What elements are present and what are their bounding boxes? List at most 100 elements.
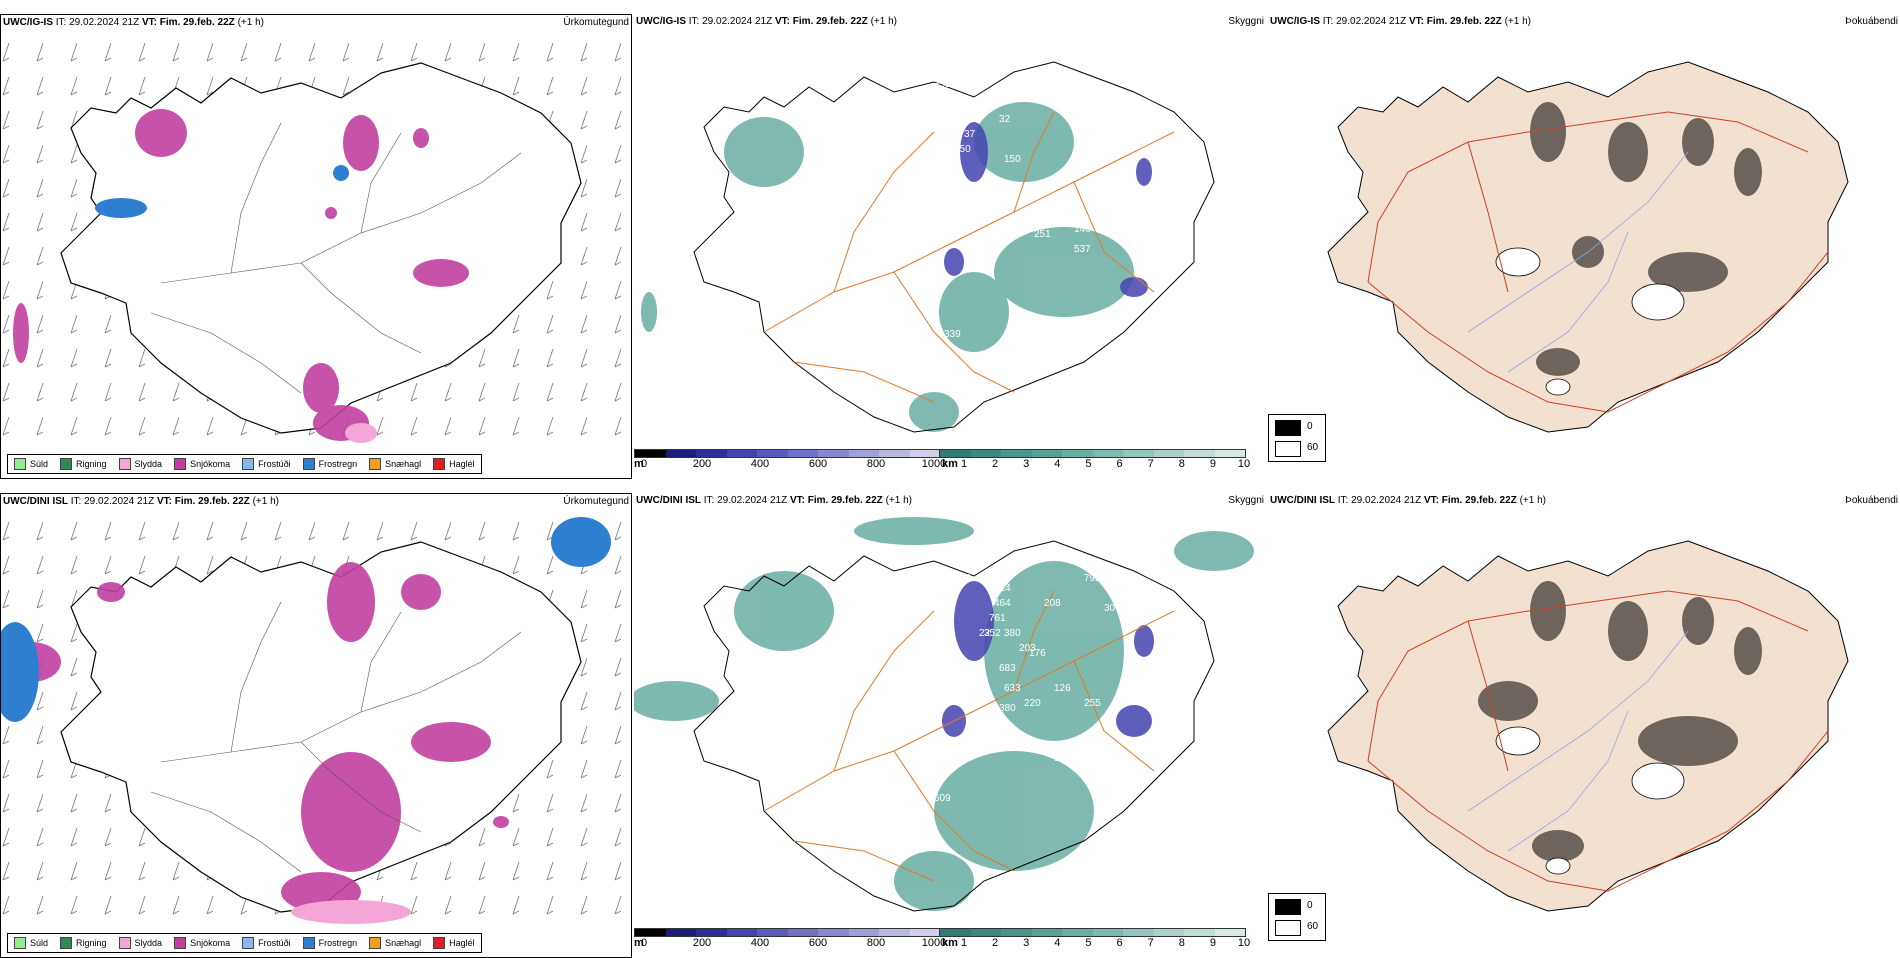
wind-barb-icon [614,246,622,266]
cloud-base-label: 22 [979,628,991,639]
tick-label: 200 [692,937,712,949]
wind-barb-icon [580,110,588,130]
legend-item: Snæhagl [369,937,421,949]
wind-barb-icon [70,144,78,164]
tick-label: 400 [750,937,770,949]
tick-label: 2 [992,937,999,949]
wind-barb-icon [512,382,520,402]
cloud-base-label: 255 [1084,698,1101,709]
wind-barb-icon [546,314,554,334]
wind-barb-icon [614,793,622,813]
wind-barb-icon [36,521,44,541]
tick-label: 9 [1209,458,1216,470]
cloud-base-label: 47 [924,773,936,784]
tick-label: 3 [1023,458,1030,470]
legend-item: Rigning [60,458,107,470]
legend-swatch [242,458,255,470]
cloud-base-label: 203 [1019,643,1036,654]
cloud-base-label: 30 [1104,603,1116,614]
fog-legend-label: 60 [1307,921,1319,932]
cloud-base-label: 328 [934,593,951,604]
wind-barb-icon [342,76,350,96]
wind-barb-icon [614,280,622,300]
wind-barb-icon [580,827,588,847]
wind-barb-icon [70,212,78,232]
wind-barb-icon [410,42,418,62]
wind-barb-icon [36,623,44,643]
tick-label: 0 [640,458,648,470]
tick-label: 4 [1054,458,1061,470]
wind-barb-icon [36,589,44,609]
wind-barb-icon [580,416,588,436]
wind-barb-icon [36,144,44,164]
wind-barb-icon [36,861,44,881]
wind-barb-icon [36,793,44,813]
m-unit: m [634,458,644,470]
wind-barb-icon [410,861,418,881]
colorbar-segment [940,929,971,936]
wind-barb-icon [36,280,44,300]
cloud-map: 3487922085144647613803522031765243281263… [634,517,1254,912]
wind-barb-icon [580,212,588,232]
visibility-km-bar [939,449,1246,458]
legend-item: Frostregn [302,458,357,470]
wind-barb-icon [138,895,146,915]
wind-barb-icon [138,827,146,847]
wind-barb-icon [206,42,214,62]
legend-swatch [60,937,73,949]
colorbar-segment [1092,929,1123,936]
tick-label: 5 [1085,458,1092,470]
panel-type-label: Skyggni [1228,495,1264,506]
cloud-base-label: 792 [1084,573,1101,584]
wind-barb-icon [580,623,588,643]
legend-swatch [60,458,73,470]
colorbar-segment [635,450,666,457]
panel-title: UWC/IG-IS IT: 29.02.2024 21Z VT: Fim. 29… [636,16,897,27]
wind-barb-icon [172,382,180,402]
tick-label: 6 [1116,937,1123,949]
wind-barb-icon [36,416,44,436]
cloud-base-label: 380 [999,703,1016,714]
tick-label: 9 [1209,937,1216,949]
colorbar-segment [1184,929,1215,936]
colorbar-segment [909,929,940,936]
wind-barb-icon [478,42,486,62]
panel-type-label: Úrkomutegund [563,17,629,28]
colorbar-segment [970,450,1001,457]
wind-barb-icon [138,382,146,402]
fog-legend-swatch-0 [1275,420,1301,436]
wind-barb-icon [240,521,248,541]
wind-barb-icon [444,382,452,402]
precip-legend: Súld Rigning Slydda Snjókoma Frostúði Fr… [7,454,482,474]
colorbar-segment [1031,450,1062,457]
colorbar-segment [635,929,666,936]
tick-label: 2 [992,458,999,470]
wind-barb-icon [36,691,44,711]
legend-item: Rigning [60,937,107,949]
wind-barb-icon [546,42,554,62]
wind-barb-icon [512,416,520,436]
tick-label: 400 [750,458,770,470]
wind-barb-icon [70,895,78,915]
panel-title: UWC/DINI ISL IT: 29.02.2024 21Z VT: Fim.… [1270,495,1546,506]
cloud-panel-top: UWC/IG-IS IT: 29.02.2024 21Z VT: Fim. 29… [634,14,1266,479]
wind-barb-icon [580,178,588,198]
sleet-areas [291,900,411,924]
km-unit: km [942,458,958,470]
colorbar-segment [940,450,971,457]
wind-barb-icon [614,861,622,881]
panel-title: UWC/DINI ISL IT: 29.02.2024 21Z VT: Fim.… [3,496,279,507]
colorbar-segment [1001,450,1032,457]
wind-barb-icon [478,861,486,881]
wind-barb-icon [512,521,520,541]
fog-legend: 0 60 [1268,893,1326,941]
wind-barb-icon [580,657,588,677]
cloud-base-label: 609 [934,793,951,804]
wind-barb-icon [512,555,520,575]
tick-label: 5 [1085,937,1092,949]
wind-barb-icon [2,589,10,609]
wind-barb-icon [172,416,180,436]
glaciers [1495,247,1685,396]
wind-barb-icon [512,861,520,881]
tick-label: 1 [960,937,968,949]
